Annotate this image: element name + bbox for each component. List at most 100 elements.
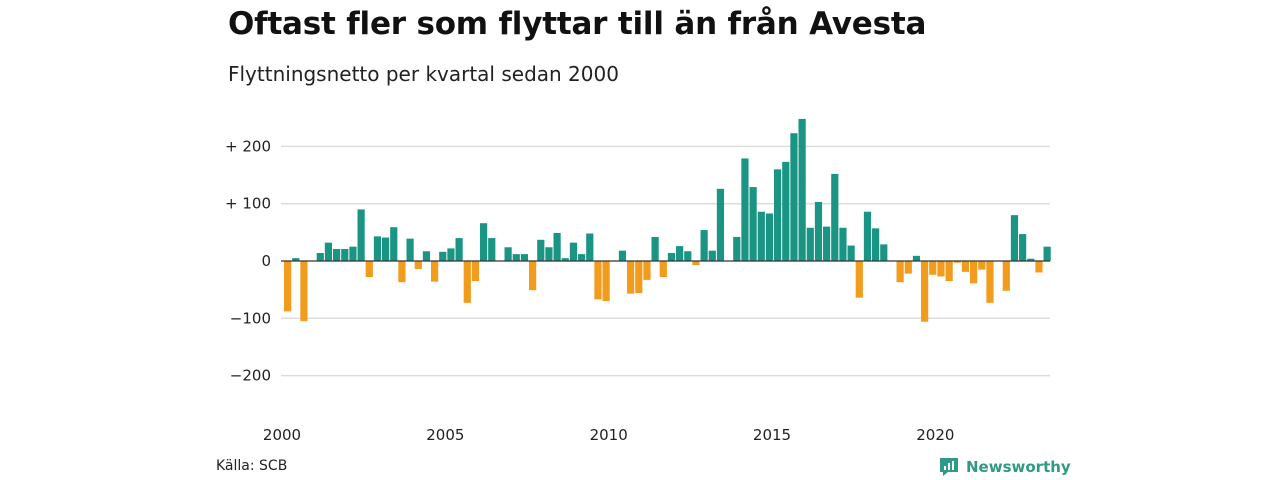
bar [373,236,382,261]
source-note: Källa: SCB [216,458,288,474]
bar [667,252,676,261]
bar-chart: + 200 + 100 0 −100 −200 2000 2005 2010 2015 2020 [225,118,1051,444]
bar [316,252,324,261]
bar [978,261,986,270]
bar [1043,246,1051,261]
bar [937,261,945,277]
bar [569,242,578,261]
brand-logo[interactable]: Newsworthy [938,456,1071,478]
bar [414,261,422,270]
bar [863,211,872,261]
bar [586,233,594,261]
bar [594,261,602,300]
bar [480,223,488,261]
bar [422,251,431,261]
bar [676,246,684,261]
bar [398,261,406,283]
bar [1019,234,1027,261]
bar [741,158,749,261]
bar [953,261,961,263]
bar [700,230,708,261]
bar [970,261,978,284]
x-tick-label: 2020 [916,426,954,444]
bars [284,118,1051,322]
bar [357,209,365,261]
bar [659,261,667,278]
x-tick-label: 2015 [753,426,791,444]
bar [618,250,627,261]
bar [545,247,553,261]
x-tick-label: 2010 [590,426,628,444]
chart-title: Oftast fler som flyttar till än från Ave… [228,6,927,42]
x-axis-labels: 2000 2005 2010 2015 2020 [263,426,955,444]
bar [382,237,390,261]
bar [561,258,569,261]
bar [945,261,953,282]
bar [300,261,308,322]
bar [651,236,659,261]
bar [341,248,349,261]
y-tick-label: + 100 [225,195,271,213]
newsworthy-logo-icon [940,458,958,476]
bar [447,248,455,261]
bar [512,254,520,261]
bar [847,245,855,261]
bar [880,244,888,261]
bar [749,187,757,261]
bar [578,254,586,261]
bar [692,261,700,266]
y-tick-label: −100 [230,309,271,327]
bar [896,261,904,283]
bar [912,255,921,261]
bar [643,261,651,280]
bar [839,227,847,261]
bar [635,261,643,294]
bar [1035,261,1043,273]
bar [831,173,839,261]
bar [961,261,970,272]
bar [1010,215,1019,261]
y-tick-label: −200 [230,367,271,385]
bar [439,251,447,261]
bar [774,169,782,261]
bar [716,188,725,261]
bar [798,118,806,262]
bar [488,238,496,261]
bar [284,261,292,312]
bar [627,261,635,294]
bar [806,227,814,261]
bar [471,261,480,282]
bar [529,261,537,291]
bar [733,236,741,261]
bar [921,261,929,322]
bar [782,161,790,261]
chart-subtitle: Flyttningsnetto per kvartal sedan 2000 [228,62,619,86]
y-tick-label: 0 [261,252,271,270]
bar [333,248,341,261]
bar [431,261,439,282]
bar [602,261,610,302]
bar [292,258,300,261]
bar [684,251,692,261]
bar [855,261,863,298]
bar [708,250,716,261]
y-axis-labels: + 200 + 100 0 −100 −200 [225,137,271,384]
bar [1002,261,1010,291]
bar [823,226,831,261]
bar [986,261,994,303]
bar [349,246,357,261]
bar [390,227,398,261]
bar [929,261,937,275]
bar [790,133,798,261]
bar [1027,258,1035,261]
brand-name: Newsworthy [966,458,1071,476]
bar [406,238,414,261]
bar [553,232,561,261]
bar [520,254,529,261]
bar [463,261,471,303]
bar [455,238,463,261]
bar [904,261,912,274]
x-tick-label: 2000 [263,426,301,444]
bar [872,228,880,261]
bar [765,213,774,261]
